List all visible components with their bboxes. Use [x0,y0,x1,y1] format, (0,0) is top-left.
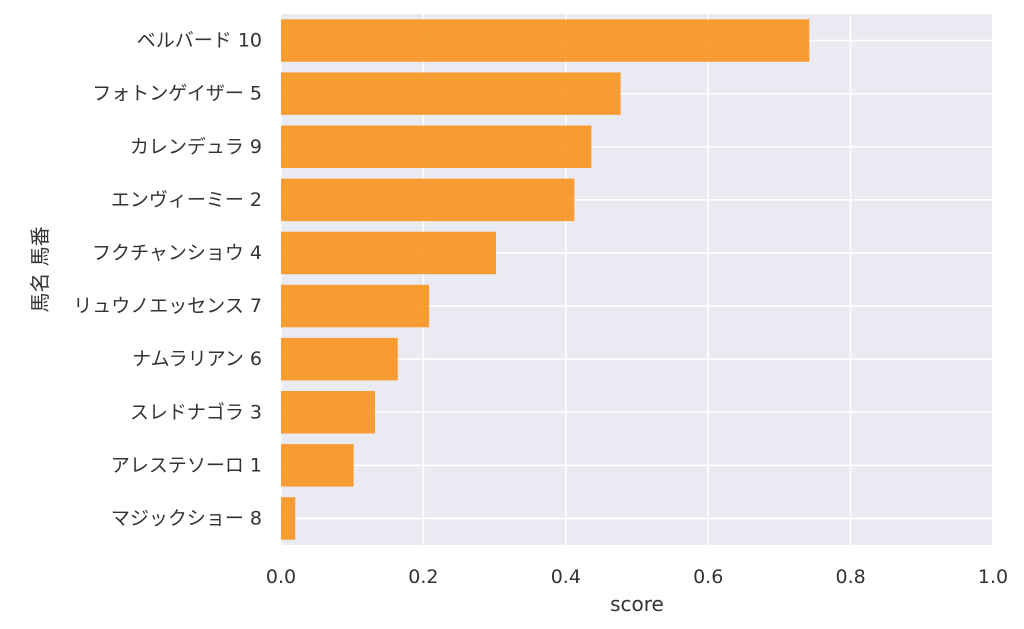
bar [281,284,430,328]
bar [281,391,375,434]
bar [281,231,497,275]
bar [281,72,621,115]
bar [281,19,810,62]
y-tick-label: リュウノエッセンス 7 [73,295,262,317]
x-tick-label: 1.0 [978,566,1008,588]
y-tick-label: フクチャンショウ 4 [92,242,262,264]
x-tick-label: 0.4 [551,566,581,588]
y-tick-label: ナムラリアン 6 [132,348,262,370]
y-tick-label: エンヴィーミー 2 [111,189,262,211]
x-tick-label: 0.8 [835,566,865,588]
y-tick-label: ベルバード 10 [137,30,262,52]
x-tick-label: 0.6 [693,566,723,588]
y-tick-label: フォトンゲイザー 5 [92,83,262,105]
x-tick-label: 0.2 [408,566,438,588]
bar [281,125,592,168]
y-tick-label: スレドナゴラ 3 [130,401,262,423]
bar [281,337,398,381]
y-axis-label: 馬名 馬番 [28,226,52,312]
x-tick-label: 0.0 [266,566,296,588]
y-category-labels: ベルバード 10 フォトンゲイザー 5 カレンデュラ 9 エンヴィーミー 2 フクチャン… [73,30,262,530]
bar [281,497,296,540]
x-axis-label: score [610,592,664,616]
y-tick-label: マジックショー 8 [111,507,262,529]
bar [281,178,575,222]
x-tick-labels: 0.0 0.2 0.4 0.6 0.8 1.0 [266,566,1008,588]
bar [281,444,354,487]
y-tick-label: アレステソーロ 1 [111,454,262,476]
bars [281,19,810,540]
y-tick-label: カレンデュラ 9 [130,136,262,158]
